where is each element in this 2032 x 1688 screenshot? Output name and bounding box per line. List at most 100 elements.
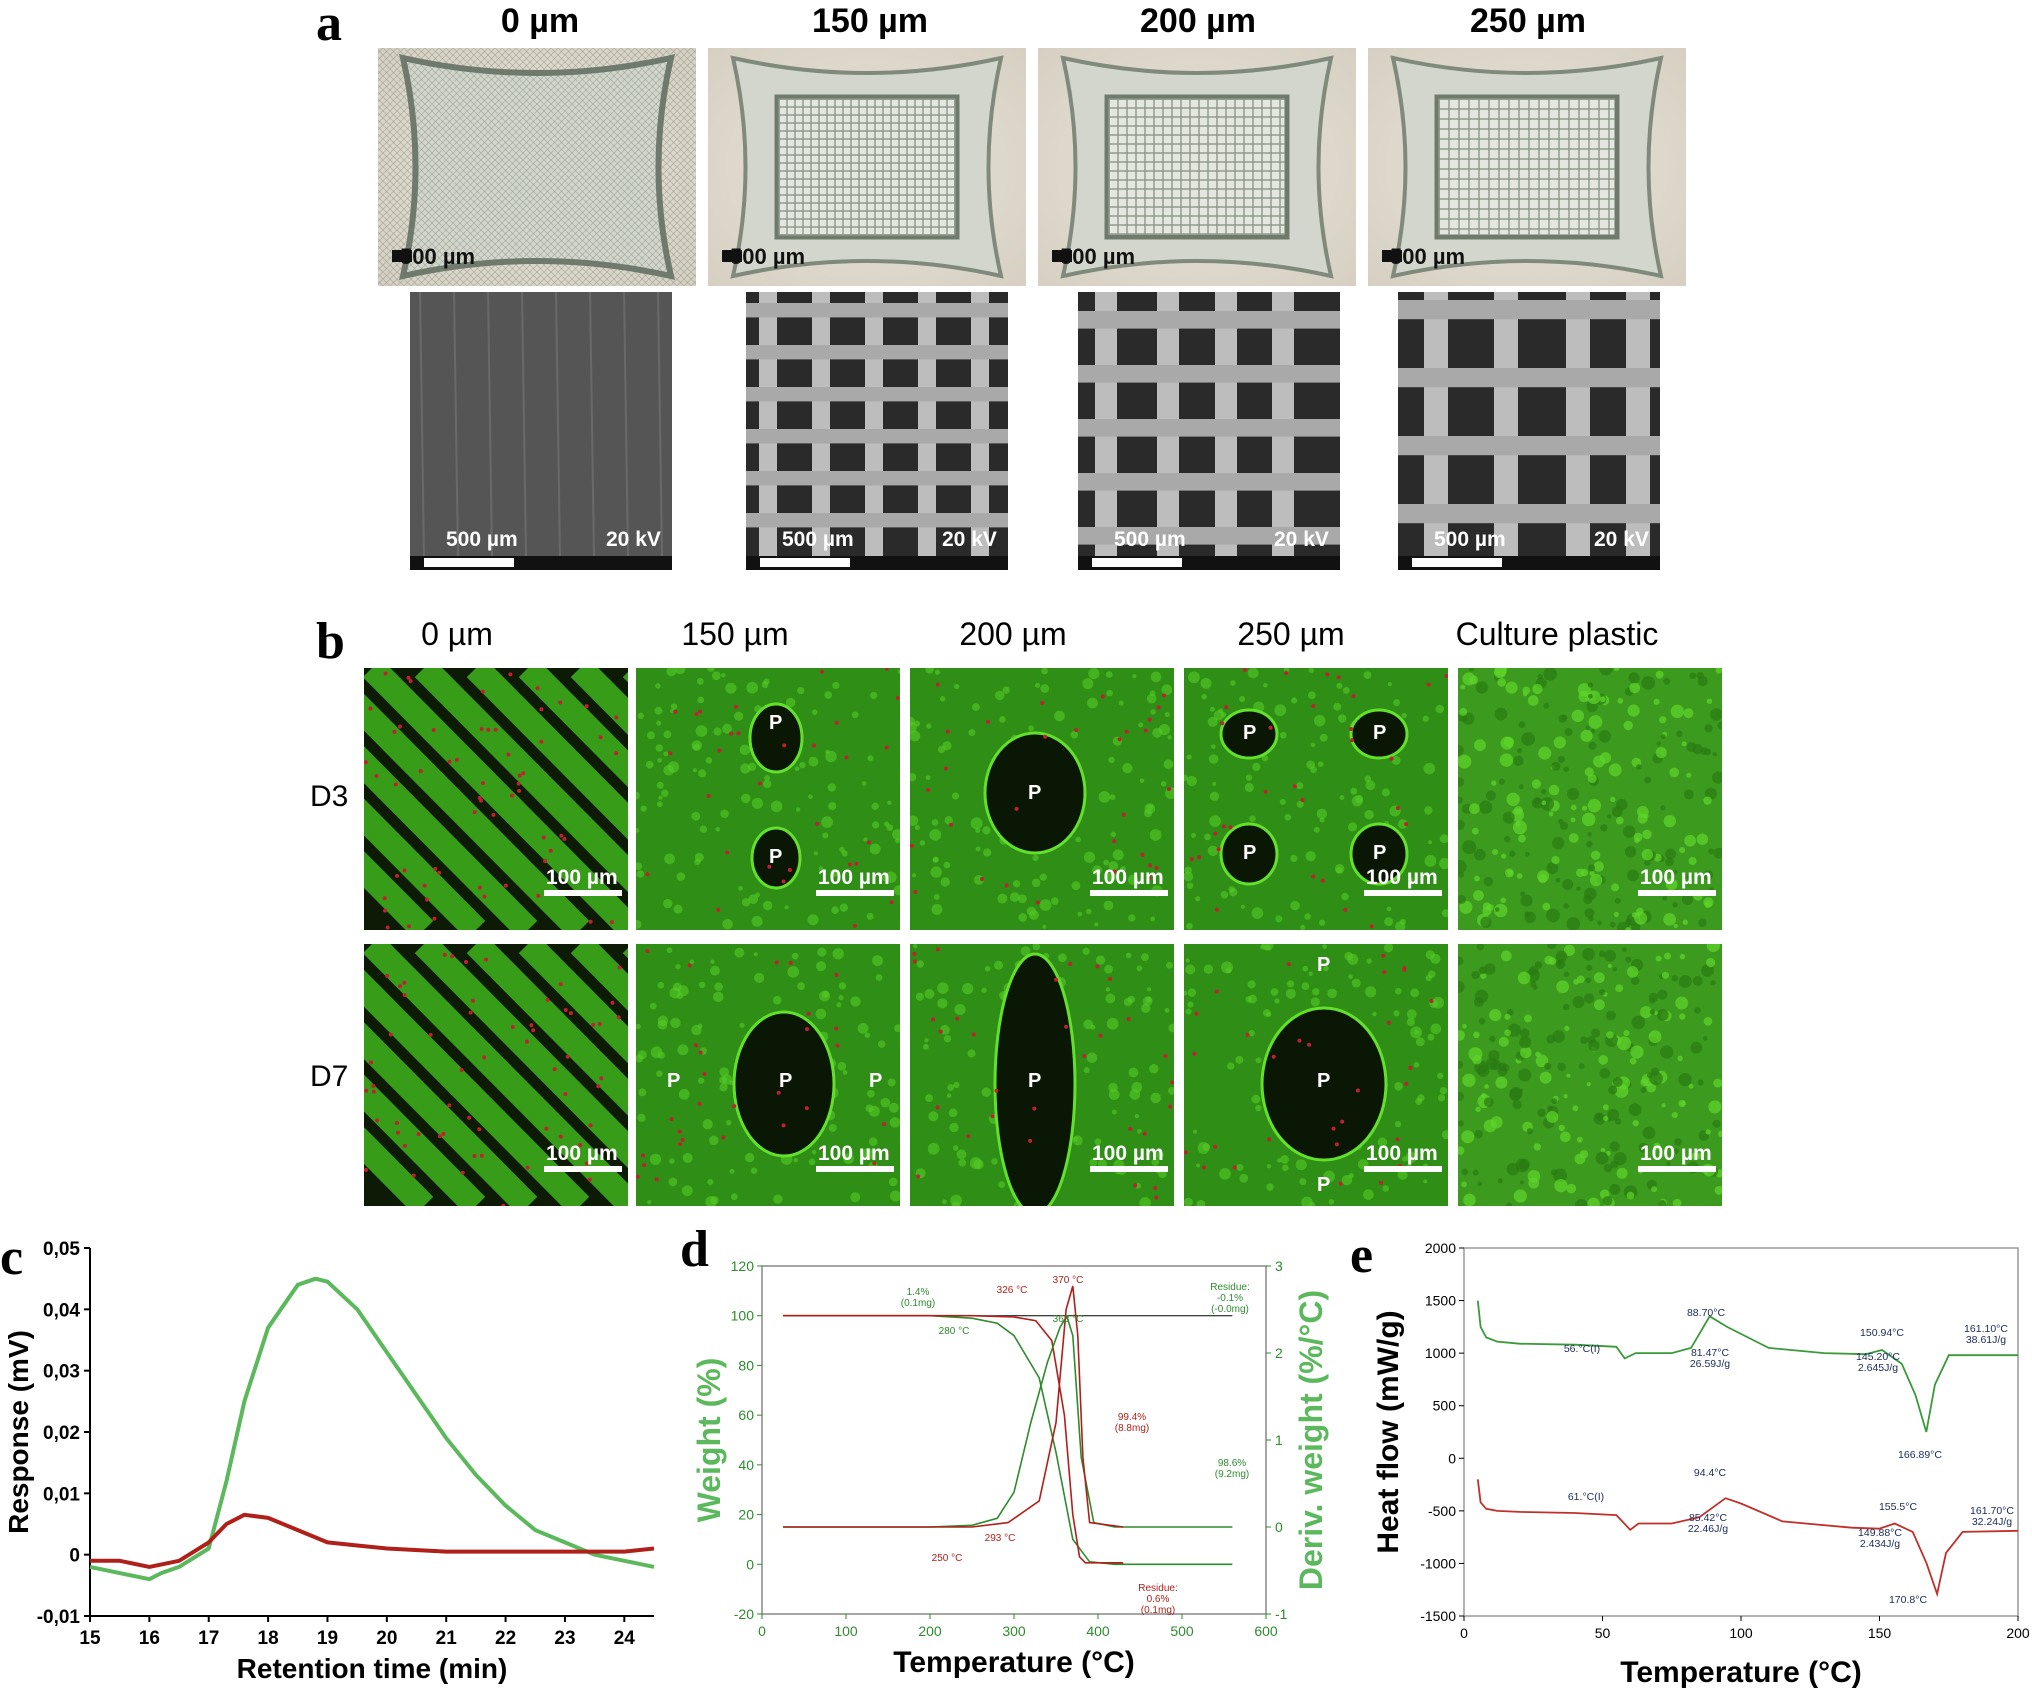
- chart-e: -1500 -1000 -500 0 500 1000 1500 2000 0 50 100 150 2…: [1372, 1240, 2030, 1688]
- d-ytick-label: 60: [738, 1407, 754, 1423]
- c-xtick-label: 23: [554, 1628, 575, 1649]
- photo-scale-label-3: 500 µm: [1390, 244, 1466, 269]
- d-ytick-label: 80: [738, 1357, 754, 1373]
- d-annotation: (0.1mg): [1141, 1605, 1175, 1616]
- e-annotation: 155.5°C: [1879, 1501, 1917, 1513]
- sem-scale-label-0: 500 µm: [446, 528, 518, 551]
- e-annotation: 56.°C(I): [1564, 1343, 1600, 1355]
- d-annotation: Residue:: [1138, 1583, 1177, 1594]
- e-series-line-1: [1476, 1479, 2019, 1598]
- pore-label-1-1-2: P: [869, 1070, 883, 1092]
- e-xtick-label: 0: [1460, 1625, 1468, 1641]
- fluo-scale-label-0-3: 100 µm: [1366, 866, 1438, 889]
- sem-kv-label-3: 20 kV: [1594, 528, 1649, 551]
- c-xtick-label: 18: [258, 1628, 279, 1649]
- fluorescence-image-0-2: 100 µm P: [910, 668, 1174, 930]
- pore-label-1-1-1: P: [779, 1070, 793, 1092]
- fluorescence-image-1-2: 100 µm P: [910, 944, 1174, 1206]
- e-annotation: 170.8°C: [1889, 1594, 1927, 1606]
- sem-scale-label-2: 500 µm: [1114, 528, 1186, 551]
- sem-image-1: 500 µm 20 kV: [746, 292, 1008, 570]
- panel-b-col-title-1: 150 µm: [681, 616, 789, 652]
- e-xtick-label: 50: [1595, 1625, 1611, 1641]
- e-annotation: 161.10°C: [1964, 1323, 2008, 1335]
- d-annotation: 326 °C: [997, 1285, 1028, 1296]
- e-annotation: 38.61J/g: [1966, 1334, 2006, 1346]
- d-xtick-label: 600: [1254, 1623, 1278, 1639]
- d-x-axis-label: Temperature (°C): [893, 1646, 1134, 1679]
- d-xtick-label: 100: [834, 1623, 858, 1639]
- c-xtick-label: 19: [317, 1628, 338, 1649]
- e-annotation: 88.70°C: [1687, 1307, 1725, 1319]
- sem-image-2: 500 µm 20 kV: [1078, 292, 1340, 570]
- e-ytick-label: 0: [1448, 1450, 1456, 1466]
- panel-a-col-title-1: 150 µm: [812, 2, 928, 40]
- d-xtick-label: 0: [758, 1623, 766, 1639]
- pore-label-0-1-0: P: [769, 712, 783, 734]
- pore-label-0-3-3: P: [1373, 842, 1387, 864]
- panel-c-letter: c: [0, 1229, 24, 1286]
- d-xtick-label: 400: [1086, 1623, 1110, 1639]
- d-series-line-2: [783, 1314, 1233, 1528]
- e-ytick-label: -1500: [1420, 1608, 1456, 1624]
- d-annotation: (8.8mg): [1115, 1423, 1149, 1434]
- sem-kv-label-1: 20 kV: [942, 528, 997, 551]
- e-annotation: 26.59J/g: [1690, 1358, 1730, 1370]
- e-ytick-label: 500: [1433, 1398, 1457, 1414]
- panel-b-col-title-3: 250 µm: [1237, 616, 1345, 652]
- fluo-scale-label-1-2: 100 µm: [1092, 1142, 1164, 1165]
- d-annotation: 1.4%: [907, 1287, 930, 1298]
- e-ytick-label: -1000: [1420, 1555, 1456, 1571]
- e-ytick-label: 1000: [1425, 1345, 1456, 1361]
- pore-label-0-3-1: P: [1373, 722, 1387, 744]
- panel-a-col-title-3: 250 µm: [1470, 2, 1586, 40]
- pore-label-1-3-0: P: [1317, 954, 1331, 976]
- panel-e-letter: e: [1350, 1227, 1374, 1284]
- d-ytick-label: 120: [731, 1258, 755, 1274]
- d-ytick-label: 100: [731, 1308, 755, 1324]
- c-series-line-1: [90, 1512, 655, 1569]
- fluo-scale-label-0-1: 100 µm: [818, 866, 890, 889]
- panel-a-col-title-2: 200 µm: [1140, 2, 1256, 40]
- sem-scale-label-3: 500 µm: [1434, 528, 1506, 551]
- d-annotation: 370 °C: [1053, 1275, 1084, 1286]
- fluorescence-image-1-3: 100 µm P P P: [1184, 944, 1448, 1206]
- c-x-axis-label: Retention time (min): [237, 1653, 508, 1684]
- d-ytick-label: 40: [738, 1457, 754, 1473]
- d-y2tick-label: 0: [1275, 1519, 1283, 1535]
- e-annotation: 161.70°C: [1970, 1505, 2014, 1517]
- e-xtick-label: 200: [2006, 1625, 2030, 1641]
- pore-label-0-2-0: P: [1028, 782, 1042, 804]
- fluorescence-image-0-0: 100 µm: [364, 668, 628, 930]
- sem-image-0: 500 µm 20 kV: [410, 292, 672, 570]
- e-ytick-label: -500: [1428, 1503, 1456, 1519]
- d-xtick-label: 300: [1002, 1623, 1026, 1639]
- e-ytick-label: 1500: [1425, 1293, 1456, 1309]
- fluo-scale-label-0-2: 100 µm: [1092, 866, 1164, 889]
- e-annotation: 61.°C(I): [1568, 1491, 1604, 1503]
- d-y2-axis-label: Deriv. weight (%/°C): [1293, 1290, 1329, 1590]
- d-ytick-label: 0: [746, 1556, 754, 1572]
- photo-scale-label-0: 500 µm: [400, 244, 476, 269]
- d-annotation: 293 °C: [985, 1533, 1016, 1544]
- d-xtick-label: 500: [1170, 1623, 1194, 1639]
- c-xtick-label: 17: [198, 1628, 219, 1649]
- e-annotation: 149.88°C: [1858, 1527, 1902, 1539]
- sem-kv-label-0: 20 kV: [606, 528, 661, 551]
- c-ytick-label: -0,01: [37, 1607, 81, 1628]
- fluo-scale-label-0-0: 100 µm: [546, 866, 618, 889]
- e-annotation: 166.89°C: [1898, 1449, 1942, 1461]
- c-xtick-label: 21: [436, 1628, 458, 1649]
- e-annotation: 85.42°C: [1689, 1512, 1727, 1524]
- fluo-scale-label-1-3: 100 µm: [1366, 1142, 1438, 1165]
- e-plot-frame: [1463, 1247, 2019, 1617]
- photo-scale-label-1: 500 µm: [730, 244, 806, 269]
- d-plot-frame: [761, 1265, 1267, 1615]
- d-y2tick-label: -1: [1275, 1606, 1288, 1622]
- scaffold-photo-1: 500 µm: [708, 48, 1026, 286]
- panel-d-letter: d: [680, 1221, 709, 1278]
- fluorescence-image-1-0: 100 µm: [364, 944, 628, 1206]
- d-annotation: 98.6%: [1218, 1458, 1246, 1469]
- e-annotation: 2.645J/g: [1858, 1362, 1898, 1374]
- d-annotation: 99.4%: [1118, 1412, 1146, 1423]
